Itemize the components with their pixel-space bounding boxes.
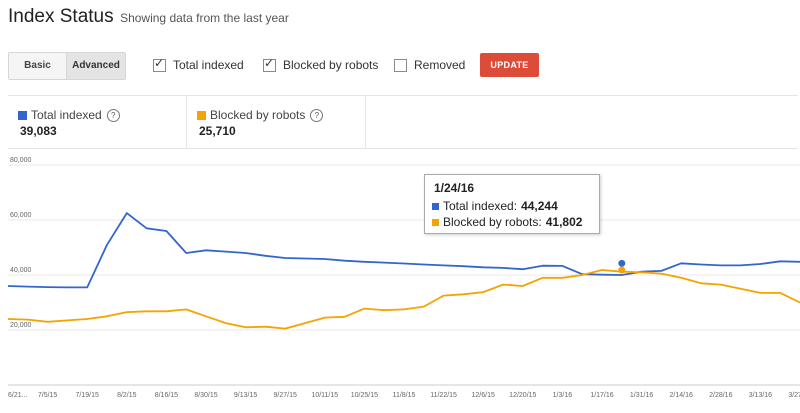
legend-value: 39,083	[20, 124, 57, 138]
x-tick-label: 1/3/16	[553, 392, 573, 399]
legend-name: Total indexed	[31, 108, 102, 122]
y-tick-label: 80,000	[10, 157, 32, 164]
checkbox-label: Blocked by robots	[283, 58, 379, 72]
x-tick-label: 11/8/15	[393, 392, 416, 399]
index-status-chart[interactable]: 80,000 60,000 40,000 20,000 6/21... 7/5/15 7/1…	[0, 155, 800, 413]
series-swatch	[432, 202, 439, 210]
series-swatch	[432, 218, 439, 226]
page-title: Index Status	[8, 6, 114, 27]
x-tick-label: 1/17/16	[590, 392, 613, 399]
x-tick-label: 12/20/15	[509, 392, 536, 399]
series-line-blocked-by-robots	[7, 269, 800, 330]
tooltip-row-blocked-by-robots: Blocked by robots: 41,802	[432, 215, 582, 229]
basic-button[interactable]: Basic	[9, 53, 67, 79]
x-tick-label: 10/11/15	[311, 392, 338, 399]
series-legend: Total indexed ? 39,083 Blocked by robots…	[8, 95, 798, 149]
update-button[interactable]: UPDATE	[480, 53, 539, 77]
x-tick-label: 7/5/15	[38, 392, 58, 399]
x-tick-label: 8/16/15	[155, 392, 178, 399]
series-swatch	[197, 110, 206, 120]
checkmark-icon: ✓	[154, 55, 165, 70]
tooltip-date: 1/24/16	[434, 181, 475, 195]
tooltip-row-total-indexed: Total indexed: 44,244	[432, 199, 558, 213]
help-icon[interactable]: ?	[310, 108, 324, 122]
x-tick-label: 2/14/16	[670, 392, 693, 399]
checkbox-box[interactable]: ✓	[263, 55, 276, 72]
highlight-point-blocked-by-robots	[618, 266, 626, 274]
toolbar: Basic Advanced ✓ Total indexed ✓ Blocked…	[8, 52, 798, 80]
help-icon[interactable]: ?	[106, 108, 120, 122]
page-subtitle: Showing data from the last year	[120, 11, 289, 25]
removed-checkbox[interactable]: Removed	[394, 58, 465, 72]
legend-label: Blocked by robots ?	[197, 108, 324, 122]
x-tick-label: 11/22/15	[430, 392, 457, 399]
checkbox-label: Total indexed	[173, 58, 244, 72]
total-indexed-checkbox[interactable]: ✓ Total indexed	[153, 55, 244, 72]
x-tick-label: 6/21...	[8, 392, 28, 399]
tooltip-value: 41,802	[545, 215, 583, 229]
tooltip-label: Total indexed:	[443, 199, 518, 213]
highlight-point-total-indexed	[618, 259, 626, 267]
chart-tooltip: 1/24/16 Total indexed: 44,244 Blocked by…	[424, 174, 600, 234]
checkmark-icon: ✓	[264, 55, 275, 70]
x-tick-label: 2/28/16	[709, 392, 732, 399]
x-tick-label: 9/13/15	[234, 392, 257, 399]
x-tick-label: 12/6/15	[472, 392, 495, 399]
x-tick-label: 7/19/15	[76, 392, 99, 399]
x-tick-label: 8/30/15	[194, 392, 217, 399]
x-tick-label: 10/25/15	[351, 392, 378, 399]
x-tick-label: 9/27/15	[274, 392, 297, 399]
legend-total-indexed[interactable]: Total indexed ? 39,083	[8, 96, 187, 148]
view-mode-toggle: Basic Advanced	[8, 52, 126, 80]
legend-blocked-by-robots[interactable]: Blocked by robots ? 25,710	[187, 96, 366, 148]
advanced-button[interactable]: Advanced	[67, 53, 125, 79]
x-tick-label: 3/27/16	[788, 392, 800, 399]
x-tick-label: 1/31/16	[630, 392, 653, 399]
page-header: Index Status Showing data from the last …	[8, 6, 289, 34]
tooltip-label: Blocked by robots:	[443, 215, 542, 229]
checkbox-box[interactable]	[394, 58, 407, 72]
checkbox-label: Removed	[414, 58, 466, 72]
legend-name: Blocked by robots	[210, 108, 306, 122]
y-tick-label: 40,000	[10, 267, 32, 274]
blocked-by-robots-checkbox[interactable]: ✓ Blocked by robots	[263, 55, 379, 72]
series-line-total-indexed	[7, 212, 800, 289]
tooltip-value: 44,244	[521, 199, 558, 213]
checkbox-box[interactable]: ✓	[153, 55, 166, 72]
legend-value: 25,710	[199, 124, 236, 138]
x-tick-label: 3/13/16	[749, 392, 772, 399]
y-tick-label: 60,000	[10, 212, 32, 219]
series-swatch	[18, 110, 27, 120]
y-tick-label: 20,000	[10, 322, 32, 329]
x-tick-label: 8/2/15	[117, 392, 137, 399]
legend-label: Total indexed ?	[18, 108, 120, 122]
